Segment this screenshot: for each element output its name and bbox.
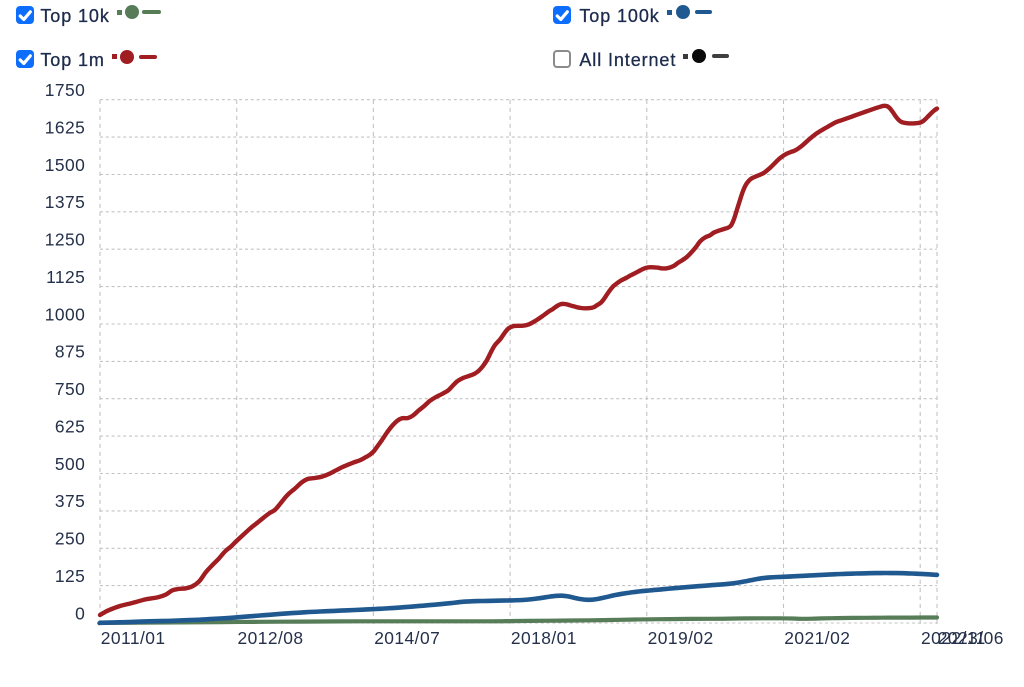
svg-text:250: 250 xyxy=(55,529,85,549)
svg-text:0: 0 xyxy=(75,603,85,623)
svg-text:750: 750 xyxy=(55,379,85,399)
svg-text:625: 625 xyxy=(55,416,85,436)
svg-text:1250: 1250 xyxy=(45,230,86,250)
svg-text:1125: 1125 xyxy=(46,267,85,287)
svg-text:1000: 1000 xyxy=(45,304,86,324)
svg-text:1500: 1500 xyxy=(45,155,86,175)
svg-text:2019/02: 2019/02 xyxy=(648,628,714,648)
svg-text:2021/02: 2021/02 xyxy=(784,628,850,648)
svg-text:2018/01: 2018/01 xyxy=(511,628,577,648)
svg-text:375: 375 xyxy=(55,491,85,511)
svg-text:1375: 1375 xyxy=(45,192,86,212)
svg-text:2011/01: 2011/01 xyxy=(101,628,166,648)
svg-text:1625: 1625 xyxy=(45,117,86,137)
svg-text:2022/11: 2022/11 xyxy=(921,628,986,648)
svg-text:1750: 1750 xyxy=(45,80,86,100)
svg-text:125: 125 xyxy=(55,566,85,586)
svg-text:2014/07: 2014/07 xyxy=(374,628,440,648)
svg-text:875: 875 xyxy=(55,342,85,362)
svg-text:500: 500 xyxy=(55,454,85,474)
svg-text:2012/08: 2012/08 xyxy=(238,628,304,648)
svg-text:2023/06: 2023/06 xyxy=(938,628,1004,648)
